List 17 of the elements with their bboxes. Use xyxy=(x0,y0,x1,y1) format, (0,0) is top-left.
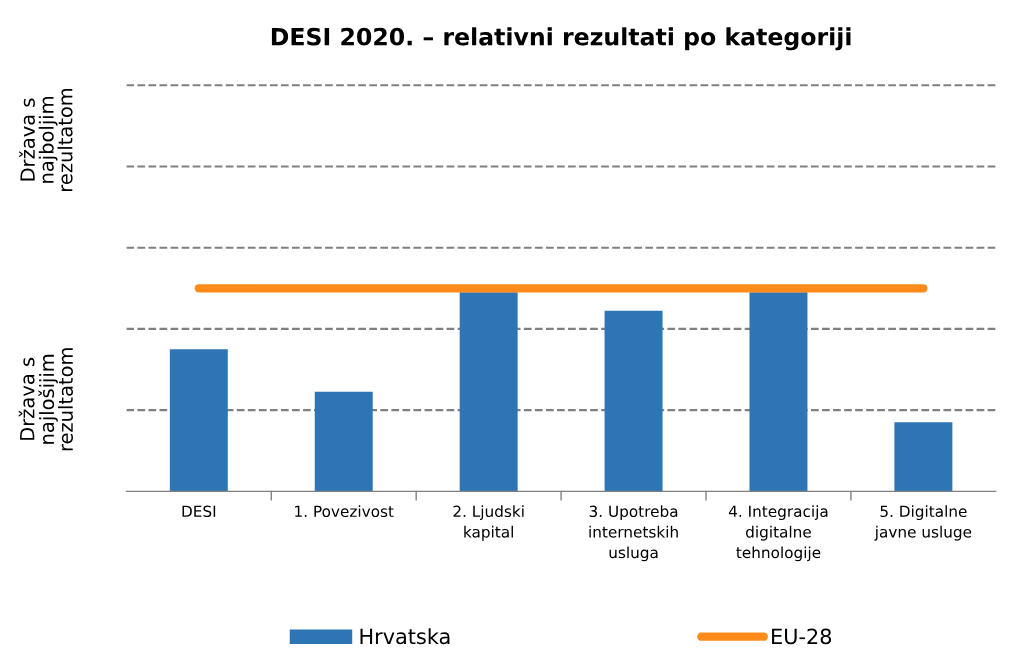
chart-title: DESI 2020. – relativni rezultati po kategoriji xyxy=(271,27,851,51)
legend-label: Hrvatska xyxy=(360,628,450,645)
bar xyxy=(459,292,518,492)
text: Država s najlošijim rezultatom xyxy=(18,348,73,451)
bar xyxy=(169,349,228,492)
bar xyxy=(604,310,663,492)
x-tick-label: DESI xyxy=(182,505,216,518)
x-tick-label: 2. Ljudski kapital xyxy=(453,505,524,541)
x-tick-label: 4. Integracija digitalne tehnologije xyxy=(728,505,828,562)
bar xyxy=(314,391,373,492)
bar xyxy=(749,292,808,492)
x-tick-label: 1. Povezivost xyxy=(295,505,394,518)
x-tick-label: 3. Upotreba internetskih usluga xyxy=(589,505,678,562)
bar xyxy=(894,422,953,492)
legend-label: EU-28 xyxy=(772,628,832,645)
x-tick-label: 5. Digitalne javne usluge xyxy=(874,505,972,541)
text: Država s najboljim rezultatom xyxy=(19,88,73,191)
